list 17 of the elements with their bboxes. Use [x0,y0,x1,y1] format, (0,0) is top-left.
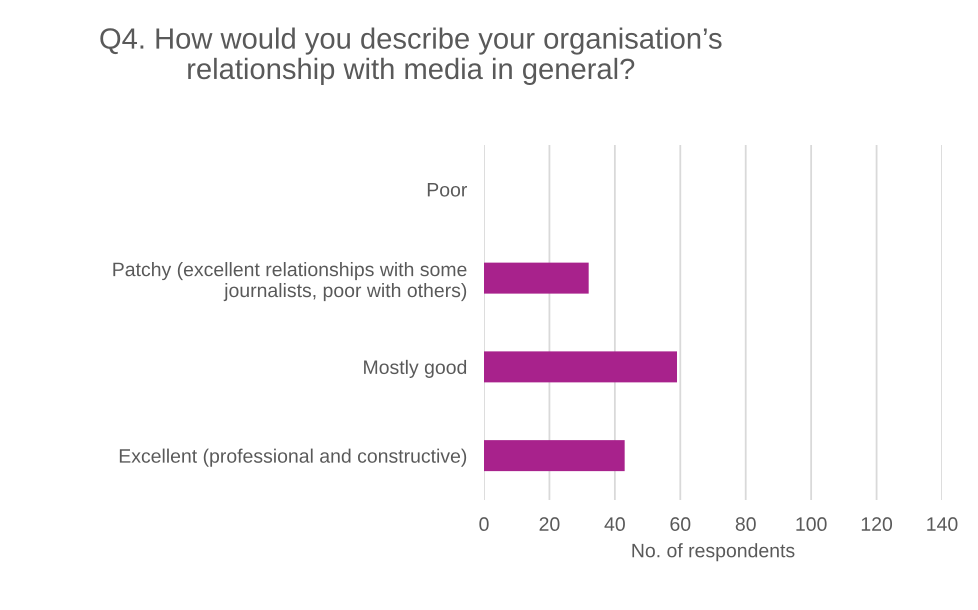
x-tick-label: 20 [540,517,560,531]
x-axis-title: No. of respondents [632,543,794,562]
x-tick-label: 60 [670,517,690,531]
y-tick-label: Patchy (excellent relationships with some journalists, poor with others) [113,262,466,302]
x-tick-label: 0 [479,517,489,531]
y-tick-label: Mostly good [364,360,466,378]
x-tick-label: 40 [604,517,625,531]
bar [484,351,678,382]
y-tick-label: Excellent (professional and constructive) [120,448,466,467]
bar [484,262,589,294]
x-tick-label: 100 [796,517,827,531]
bar [484,440,625,472]
x-tick-label: 80 [736,517,756,531]
x-tick-label: 140 [927,517,958,531]
chart-title: Q4. How would you describe your organisation’s relationship with media in general? [100,27,722,85]
y-tick-label: Poor [428,183,468,197]
x-tick-label: 120 [862,517,892,531]
